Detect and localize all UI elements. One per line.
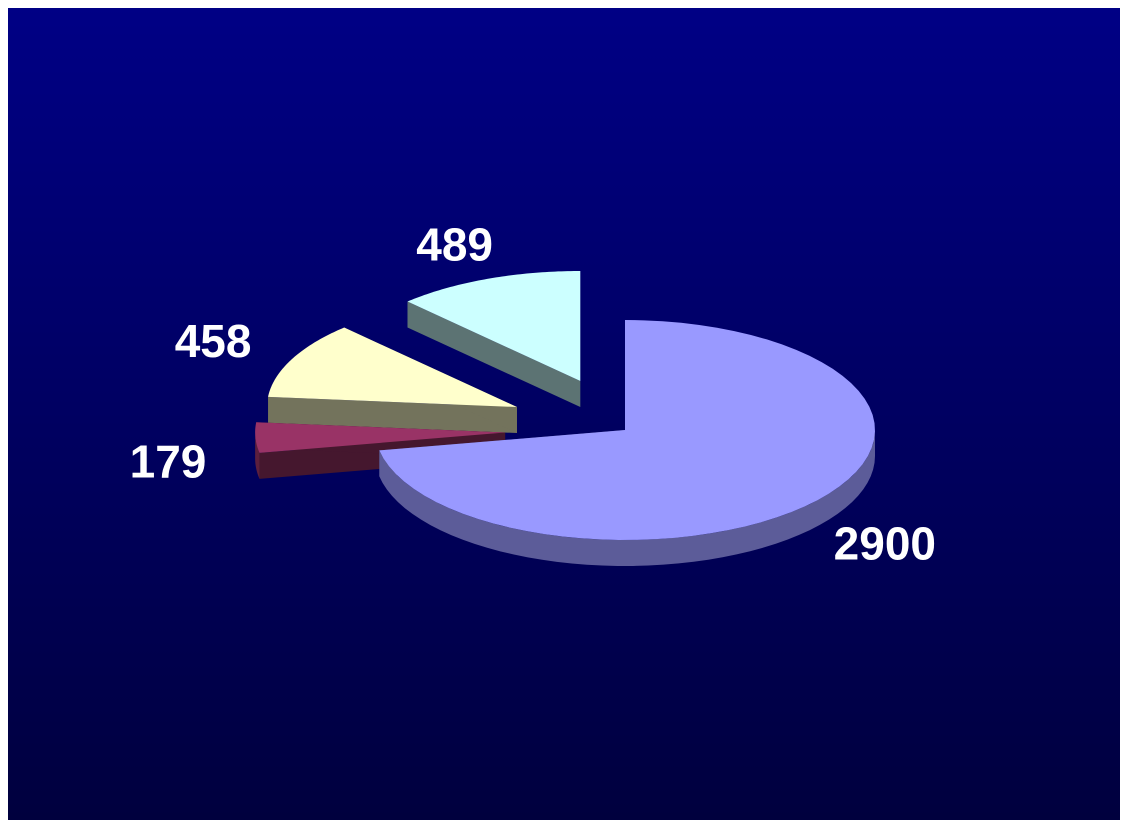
data-label: 2900 bbox=[834, 517, 936, 569]
slice-side bbox=[268, 396, 517, 434]
data-label: 179 bbox=[130, 435, 207, 487]
slice bbox=[255, 422, 506, 453]
slice bbox=[379, 320, 875, 540]
slice bbox=[268, 327, 517, 408]
slice-side bbox=[407, 301, 581, 407]
slice-wall bbox=[255, 432, 260, 479]
data-label: 489 bbox=[416, 218, 493, 270]
slice-wall bbox=[379, 430, 875, 566]
background bbox=[8, 8, 1120, 820]
slice bbox=[407, 270, 581, 381]
data-label: 458 bbox=[175, 315, 252, 367]
